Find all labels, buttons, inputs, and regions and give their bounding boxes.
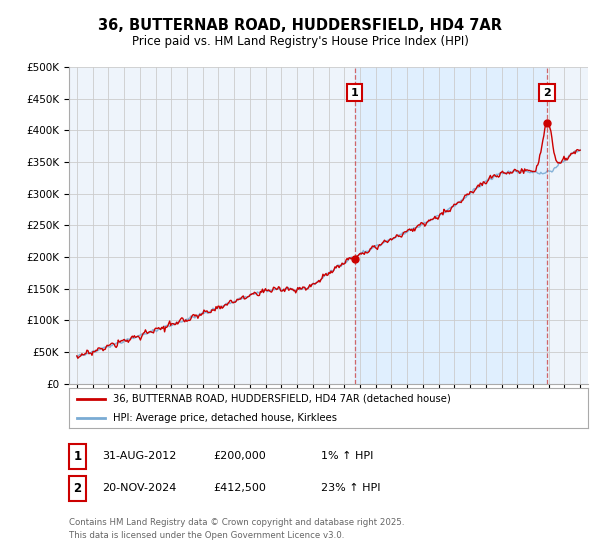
- Text: HPI: Average price, detached house, Kirklees: HPI: Average price, detached house, Kirk…: [113, 413, 337, 422]
- Text: 36, BUTTERNAB ROAD, HUDDERSFIELD, HD4 7AR: 36, BUTTERNAB ROAD, HUDDERSFIELD, HD4 7A…: [98, 18, 502, 32]
- Text: £412,500: £412,500: [213, 483, 266, 493]
- Text: 1% ↑ HPI: 1% ↑ HPI: [321, 451, 373, 461]
- Text: 1: 1: [351, 87, 358, 97]
- Text: 1: 1: [73, 450, 82, 463]
- Text: Price paid vs. HM Land Registry's House Price Index (HPI): Price paid vs. HM Land Registry's House …: [131, 35, 469, 49]
- Text: Contains HM Land Registry data © Crown copyright and database right 2025.
This d: Contains HM Land Registry data © Crown c…: [69, 519, 404, 540]
- Text: 23% ↑ HPI: 23% ↑ HPI: [321, 483, 380, 493]
- Text: 20-NOV-2024: 20-NOV-2024: [102, 483, 176, 493]
- Text: 2: 2: [73, 482, 82, 495]
- Text: £200,000: £200,000: [213, 451, 266, 461]
- Bar: [355, 67, 547, 384]
- Text: 2: 2: [543, 87, 551, 97]
- Text: 36, BUTTERNAB ROAD, HUDDERSFIELD, HD4 7AR (detached house): 36, BUTTERNAB ROAD, HUDDERSFIELD, HD4 7A…: [113, 394, 451, 404]
- Text: 31-AUG-2012: 31-AUG-2012: [102, 451, 176, 461]
